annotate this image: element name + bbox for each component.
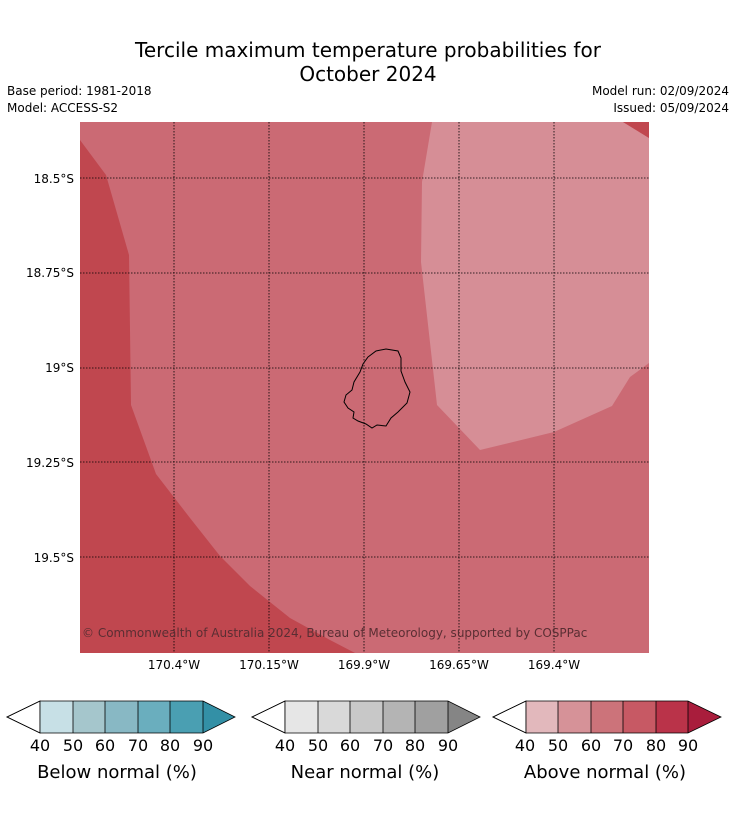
colorbar-tick-label: 60 [94,736,116,755]
colorbar-tick-label: 40 [274,736,296,755]
colorbar-swatch [526,701,558,733]
colorbar-extend-high [448,701,480,733]
region-above-50-60 [421,122,649,450]
lon-label: 170.4°W [147,658,201,672]
model-name: Model: ACCESS-S2 [7,101,119,115]
colorbar-tick-label: 40 [29,736,51,755]
copyright-notice: © Commonwealth of Australia 2024, Bureau… [82,626,588,640]
base-period: Base period: 1981-2018 [7,84,152,98]
colorbar-tick-label: 40 [514,736,536,755]
colorbar-extend-low [6,700,41,734]
colorbar-extend-low [492,700,527,734]
lon-label: 169.9°W [337,658,391,672]
region-above-70-80-corner [623,122,649,138]
colorbar-tick-label: 80 [404,736,426,755]
legend-below-normal: 40 50 60 70 80 90 Below normal (%) [5,700,245,800]
colorbar-dividers [525,701,689,733]
colorbar-tick-label: 50 [547,736,569,755]
colorbar-swatch [558,701,591,733]
colorbar-swatch [73,701,105,733]
colorbar-swatch [350,701,383,733]
colorbar-swatch [105,701,138,733]
lat-label: 19.25°S [26,456,74,470]
issued-date: Issued: 05/09/2024 [613,101,729,115]
colorbar-swatch [318,701,350,733]
legend-colorbar [492,700,722,734]
colorbar-swatch [415,701,448,733]
legend-above-normal: 40 50 60 70 80 90 Above normal (%) [490,700,730,800]
colorbar-swatch [40,701,73,733]
map-title: Tercile maximum temperature probabilitie… [0,38,736,86]
lon-label: 170.15°W [239,658,299,672]
legend-title: Below normal (%) [37,762,197,783]
colorbar-extend-low [251,700,286,734]
lat-label: 18.75°S [26,266,74,280]
colorbar-extend-high [203,701,235,733]
lon-label: 169.4°W [527,658,581,672]
model-run: Model run: 02/09/2024 [591,84,729,98]
colorbar-tick-label: 70 [612,736,634,755]
lat-label: 19°S [45,361,74,375]
colorbar-extend-high [688,701,721,733]
colorbar-tick-label: 60 [339,736,361,755]
lon-gridlines [173,122,555,653]
lat-label: 18.5°S [33,172,74,186]
colorbar-tick-label: 90 [677,736,699,755]
colorbar-swatch [623,701,656,733]
legend-title: Near normal (%) [290,762,440,783]
map-panel [80,122,649,653]
lat-label: 19.5°S [33,551,74,565]
legend-colorbar [6,700,236,734]
colorbar-tick-label: 50 [307,736,329,755]
lon-label: 169.65°W [429,658,489,672]
colorbar-tick-label: 60 [580,736,602,755]
meta-left: Base period: 1981-2018 Model: ACCESS-S2 [7,83,152,117]
map-title-line2: October 2024 [299,62,437,86]
colorbar-dividers [284,701,449,733]
legend-colorbar [251,700,481,734]
region-above-70-80 [80,122,355,653]
map-svg [80,122,649,653]
colorbar-swatch [591,701,623,733]
meta-right: Model run: 02/09/2024 Issued: 05/09/2024 [592,83,729,117]
map-title-line1: Tercile maximum temperature probabilitie… [135,38,601,62]
colorbar-tick-label: 80 [159,736,181,755]
legend-title: Above normal (%) [523,762,687,783]
colorbar-swatch [170,701,203,733]
colorbar-swatch [138,701,170,733]
colorbar-swatch [656,701,688,733]
island-coastline [343,348,411,429]
colorbar-tick-label: 90 [192,736,214,755]
colorbar-tick-label: 70 [127,736,149,755]
colorbar-tick-label: 90 [437,736,459,755]
colorbar-tick-label: 80 [645,736,667,755]
colorbar-tick-label: 70 [372,736,394,755]
colorbar-swatch [285,701,318,733]
colorbar-dividers [39,701,204,733]
colorbar-swatch [383,701,415,733]
legend-near-normal: 40 50 60 70 80 90 Near normal (%) [250,700,490,800]
colorbar-tick-label: 50 [62,736,84,755]
